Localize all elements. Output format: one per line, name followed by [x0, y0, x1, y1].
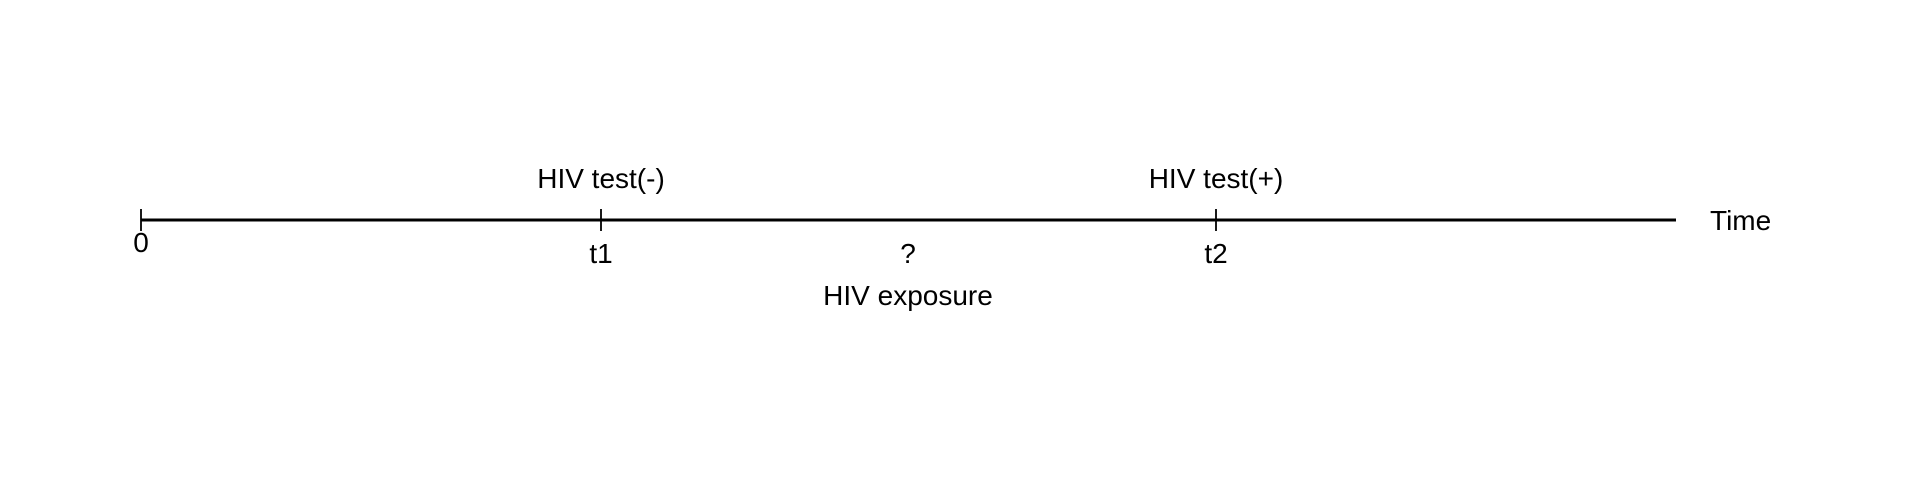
- time-axis-label: Time: [1710, 205, 1771, 236]
- tick-label-t1: t1: [589, 238, 612, 269]
- event-label-hiv-test-positive: HIV test(+): [1149, 163, 1284, 194]
- event-label-hiv-test-negative: HIV test(-): [537, 163, 665, 194]
- unknown-exposure-mark: ?: [900, 238, 916, 269]
- tick-label-t2: t2: [1204, 238, 1227, 269]
- tick-label-0: 0: [133, 227, 149, 258]
- hiv-exposure-label: HIV exposure: [823, 280, 993, 311]
